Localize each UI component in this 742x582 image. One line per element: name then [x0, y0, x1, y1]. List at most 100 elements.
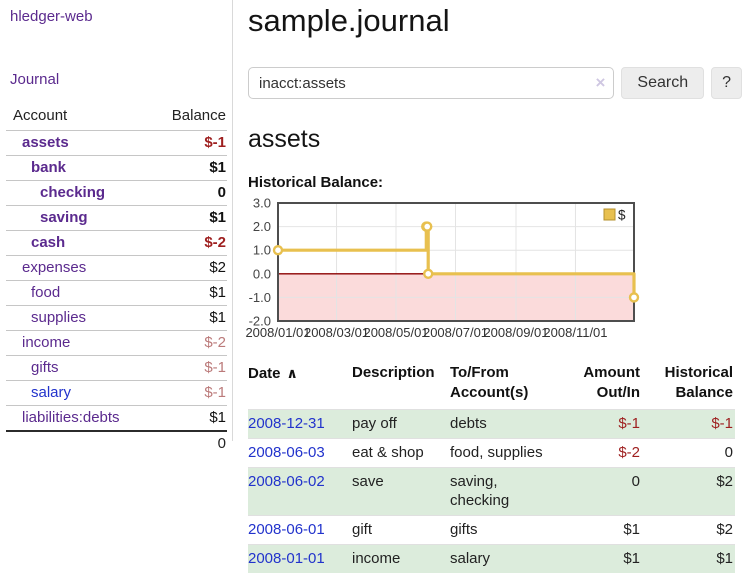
- accounts-header-balance: Balance: [171, 107, 226, 124]
- register-col-label-line2: Account(s): [450, 384, 529, 401]
- register-amount-cell: $-2: [565, 438, 642, 468]
- sidebar-account-link-liabilities-debts[interactable]: liabilities:debts: [22, 409, 120, 426]
- register-col-date[interactable]: Date ∧: [248, 361, 352, 410]
- accounts-total-spacer: [6, 430, 149, 456]
- register-row: 2008-06-01 gift gifts $1 $2: [248, 515, 735, 545]
- sidebar-account-row: liabilities:debts $1: [6, 405, 227, 431]
- sidebar-account-link-checking[interactable]: checking: [40, 184, 106, 201]
- svg-text:3.0: 3.0: [253, 196, 271, 211]
- sidebar-account-row: income $-2: [6, 330, 227, 356]
- sidebar-account-link-income[interactable]: income: [22, 334, 71, 351]
- register-row: 2008-06-03 eat & shop food, supplies $-2 0: [248, 438, 735, 468]
- search-button[interactable]: Search: [621, 67, 705, 99]
- sidebar-account-link-supplies[interactable]: supplies: [31, 309, 87, 326]
- sidebar-account-link-expenses[interactable]: expenses: [22, 259, 87, 276]
- register-date-link[interactable]: 2008-06-01: [248, 521, 325, 538]
- sidebar-account-row: salary $-1: [6, 380, 227, 406]
- sidebar-account-link-gifts[interactable]: gifts: [31, 359, 59, 376]
- register-row: 2008-01-01 income salary $1 $1: [248, 544, 735, 573]
- accounts-header-account: Account: [13, 107, 68, 124]
- sidebar-account-balance: $1: [148, 205, 227, 231]
- sidebar-account-cell: bank: [6, 155, 149, 181]
- register-amount-cell: 0: [565, 467, 642, 516]
- register-col-label: Amount: [583, 364, 640, 381]
- sidebar-account-cell: salary: [6, 380, 149, 406]
- svg-text:-1.0: -1.0: [249, 290, 271, 305]
- register-date-cell: 2008-01-01: [248, 544, 352, 573]
- register-amount-cell: $1: [565, 515, 642, 545]
- sidebar-account-cell: food: [6, 280, 149, 306]
- svg-text:2008/05/01: 2008/05/01: [363, 325, 428, 340]
- register-accounts-cell: gifts: [450, 515, 565, 545]
- accounts-total-balance: 0: [148, 430, 227, 456]
- svg-text:$: $: [618, 208, 626, 223]
- register-date-link[interactable]: 2008-06-02: [248, 473, 325, 490]
- search-input[interactable]: [248, 67, 615, 99]
- register-date-link[interactable]: 2008-01-01: [248, 550, 325, 567]
- svg-text:2008/03/01: 2008/03/01: [304, 325, 369, 340]
- register-header-row: Date ∧ Description To/From Account(s) Amount O…: [248, 361, 735, 410]
- register-date-link[interactable]: 2008-12-31: [248, 415, 325, 432]
- svg-text:2008/01/01: 2008/01/01: [245, 325, 310, 340]
- sidebar-account-cell: liabilities:debts: [6, 405, 149, 431]
- sidebar-account-link-assets[interactable]: assets: [22, 134, 69, 151]
- search-field-wrap: ×: [248, 67, 615, 99]
- register-date-cell: 2008-12-31: [248, 409, 352, 439]
- register-col-label-line2: Balance: [675, 384, 733, 401]
- account-heading: assets: [248, 125, 321, 153]
- sidebar-account-cell: supplies: [6, 305, 149, 331]
- sidebar-account-link-bank[interactable]: bank: [31, 159, 67, 176]
- main-content: sample.journal × Search ? assets Histori…: [245, 0, 742, 573]
- sidebar-item-journal[interactable]: Journal: [10, 71, 60, 88]
- sidebar-account-row: checking 0: [6, 180, 227, 206]
- svg-text:2.0: 2.0: [253, 219, 271, 234]
- sidebar-account-balance: $-1: [148, 130, 227, 156]
- sidebar-account-cell: cash: [6, 230, 149, 256]
- sidebar-account-balance: $1: [148, 405, 227, 431]
- register-description-cell: gift: [352, 515, 450, 545]
- sidebar-account-balance: $-1: [148, 380, 227, 406]
- accounts-total-row: 0: [6, 430, 227, 456]
- sidebar-account-row: supplies $1: [6, 305, 227, 331]
- sidebar-account-row: assets $-1: [6, 130, 227, 156]
- sidebar-account-link-saving[interactable]: saving: [40, 209, 88, 226]
- register-date-cell: 2008-06-02: [248, 467, 352, 516]
- help-button[interactable]: ?: [711, 67, 742, 99]
- clear-search-icon[interactable]: ×: [595, 73, 606, 92]
- page-title: sample.journal: [248, 3, 450, 38]
- sidebar-account-cell: assets: [6, 130, 149, 156]
- register-balance-cell: $-1: [642, 409, 735, 439]
- balance-chart-svg: 3.0 2.0 1.0 0.0 -1.0 -2.02008/01/012008/03/01…: [245, 196, 640, 340]
- register-description-cell: save: [352, 467, 450, 516]
- accounts-table: Account Balance assets $-1 bank $1 checking 0…: [6, 103, 227, 456]
- sidebar-account-row: saving $1: [6, 205, 227, 231]
- register-description-cell: eat & shop: [352, 438, 450, 468]
- sidebar-account-cell: gifts: [6, 355, 149, 381]
- register-col-label: Historical: [664, 364, 733, 381]
- svg-text:2008/07/01: 2008/07/01: [423, 325, 488, 340]
- search-bar: × Search ?: [248, 67, 742, 99]
- app-brand-link[interactable]: hledger-web: [10, 8, 93, 25]
- sidebar-account-cell: checking: [6, 180, 149, 206]
- sidebar-account-link-food[interactable]: food: [31, 284, 61, 301]
- sidebar-account-link-cash[interactable]: cash: [31, 234, 66, 251]
- register-col-label: Date: [248, 365, 281, 382]
- register-col-historical: Historical Balance: [642, 361, 735, 410]
- register-row: 2008-12-31 pay off debts $-1 $-1: [248, 409, 735, 439]
- svg-text:2008/11/01: 2008/11/01: [543, 325, 607, 340]
- sidebar-account-balance: 0: [148, 180, 227, 206]
- register-balance-cell: $2: [642, 515, 735, 545]
- register-date-link[interactable]: 2008-06-03: [248, 444, 325, 461]
- balance-chart: 3.0 2.0 1.0 0.0 -1.0 -2.0 2008/01/01 2008/03/01…: [245, 196, 742, 346]
- register-date-cell: 2008-06-01: [248, 515, 352, 545]
- svg-text:2008/09/01: 2008/09/01: [483, 325, 548, 340]
- register-amount-cell: $1: [565, 544, 642, 573]
- sidebar-account-link-salary[interactable]: salary: [31, 384, 72, 401]
- sidebar-account-balance: $1: [148, 280, 227, 306]
- register-balance-cell: $1: [642, 544, 735, 573]
- svg-text:-2.0: -2.0: [249, 314, 271, 329]
- sidebar-account-balance: $-2: [148, 230, 227, 256]
- sidebar-account-row: cash $-2: [6, 230, 227, 256]
- svg-text:1.0: 1.0: [253, 243, 271, 258]
- sidebar-account-cell: saving: [6, 205, 149, 231]
